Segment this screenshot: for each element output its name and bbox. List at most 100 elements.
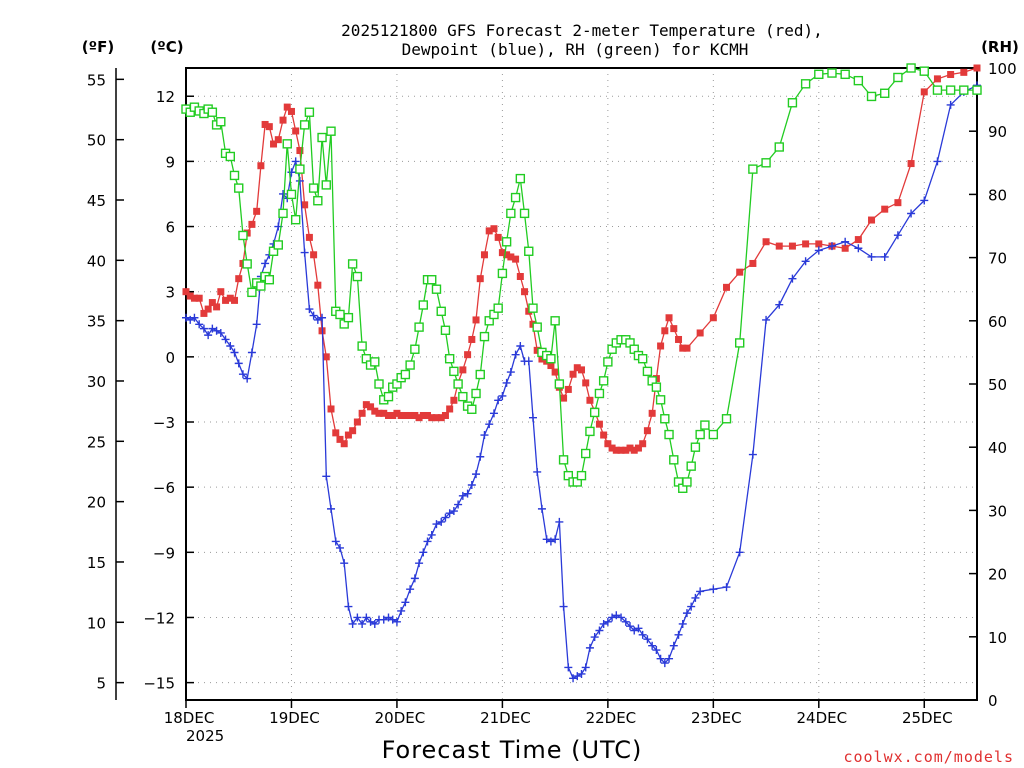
data-point bbox=[406, 411, 414, 419]
data-point bbox=[261, 259, 270, 268]
data-point bbox=[524, 357, 533, 366]
data-point bbox=[234, 183, 244, 193]
data-point bbox=[880, 88, 890, 98]
fahrenheit-tick-label: 20 bbox=[87, 494, 106, 512]
data-point bbox=[841, 244, 849, 252]
rh-tick-label: 70 bbox=[988, 250, 1007, 268]
data-point bbox=[480, 431, 489, 440]
data-point bbox=[867, 252, 876, 261]
data-point bbox=[709, 585, 718, 594]
data-point bbox=[827, 68, 837, 78]
data-point bbox=[498, 249, 506, 257]
data-point bbox=[357, 341, 367, 351]
data-point bbox=[503, 251, 511, 259]
data-point bbox=[186, 292, 194, 300]
axes: 510152025303540455055−15−12−9−6−30369120… bbox=[87, 60, 1017, 745]
x-tick-label: 20DEC bbox=[375, 709, 426, 727]
data-point bbox=[550, 316, 560, 326]
data-point bbox=[690, 442, 701, 452]
data-point bbox=[560, 394, 568, 402]
data-point bbox=[512, 255, 520, 263]
data-point bbox=[265, 123, 273, 131]
data-point bbox=[735, 338, 745, 348]
data-point bbox=[622, 446, 630, 454]
data-point bbox=[300, 248, 309, 257]
data-point bbox=[450, 396, 458, 404]
data-point bbox=[370, 619, 379, 628]
chart-title-line-1: 2025121800 GFS Forecast 2-meter Temperat… bbox=[341, 21, 823, 40]
celsius-tick-label: −15 bbox=[143, 675, 175, 693]
data-point bbox=[418, 300, 428, 310]
data-point bbox=[528, 413, 537, 422]
celsius-tick-label: 9 bbox=[165, 153, 175, 171]
rh-tick-label: 40 bbox=[988, 439, 1007, 457]
x-tick-label: 25DEC bbox=[902, 709, 953, 727]
data-point bbox=[317, 132, 327, 143]
data-point bbox=[428, 414, 436, 422]
data-point bbox=[590, 633, 599, 642]
data-point bbox=[612, 446, 620, 454]
data-point bbox=[648, 641, 657, 650]
data-point bbox=[946, 100, 955, 109]
data-point bbox=[683, 344, 691, 352]
data-point bbox=[445, 509, 454, 518]
data-point bbox=[475, 369, 485, 380]
data-point bbox=[389, 411, 397, 419]
data-point bbox=[576, 470, 587, 481]
data-point bbox=[840, 69, 850, 80]
data-point bbox=[800, 79, 811, 89]
data-point bbox=[453, 379, 463, 389]
data-point bbox=[326, 126, 336, 136]
x-tick-label: 19DEC bbox=[269, 709, 320, 727]
fahrenheit-tick-label: 10 bbox=[87, 614, 106, 632]
data-point bbox=[432, 520, 441, 529]
data-point bbox=[655, 395, 666, 405]
data-point bbox=[696, 587, 705, 596]
data-point bbox=[309, 311, 318, 320]
data-point bbox=[371, 407, 379, 415]
data-point bbox=[379, 615, 388, 624]
data-point bbox=[528, 303, 538, 313]
data-point bbox=[208, 299, 216, 307]
data-point bbox=[204, 331, 213, 340]
data-point bbox=[578, 366, 585, 374]
data-point bbox=[261, 120, 269, 128]
data-point bbox=[608, 613, 617, 622]
data-point bbox=[458, 391, 468, 402]
data-point bbox=[721, 414, 732, 424]
rh-unit-label: (RH) bbox=[981, 38, 1019, 56]
data-point bbox=[182, 313, 190, 322]
data-point bbox=[972, 85, 982, 95]
fahrenheit-unit-label: (ºF) bbox=[82, 38, 114, 56]
data-point bbox=[216, 117, 226, 127]
data-point bbox=[643, 427, 651, 435]
data-point bbox=[367, 403, 375, 411]
data-point bbox=[598, 376, 609, 386]
data-point bbox=[410, 344, 420, 354]
rh-tick-label: 10 bbox=[988, 629, 1007, 647]
data-point bbox=[563, 470, 574, 481]
data-point bbox=[555, 517, 564, 526]
data-point bbox=[459, 366, 467, 374]
data-point bbox=[322, 353, 330, 361]
data-point bbox=[854, 236, 862, 244]
data-point bbox=[489, 409, 498, 418]
data-point bbox=[401, 411, 409, 419]
data-point bbox=[595, 626, 604, 635]
rh-tick-label: 30 bbox=[988, 502, 1007, 520]
data-point bbox=[506, 368, 515, 377]
data-point bbox=[182, 288, 190, 296]
x-tick-label: 23DEC bbox=[691, 709, 742, 727]
data-point bbox=[437, 517, 446, 526]
data-point bbox=[546, 354, 556, 364]
data-point bbox=[485, 227, 493, 235]
data-point bbox=[947, 71, 955, 79]
data-point bbox=[660, 414, 670, 424]
data-point bbox=[305, 233, 313, 241]
data-point bbox=[691, 593, 700, 602]
data-point bbox=[199, 324, 208, 333]
data-point bbox=[362, 401, 370, 409]
data-point bbox=[212, 326, 221, 335]
rh-tick-label: 90 bbox=[988, 123, 1007, 141]
